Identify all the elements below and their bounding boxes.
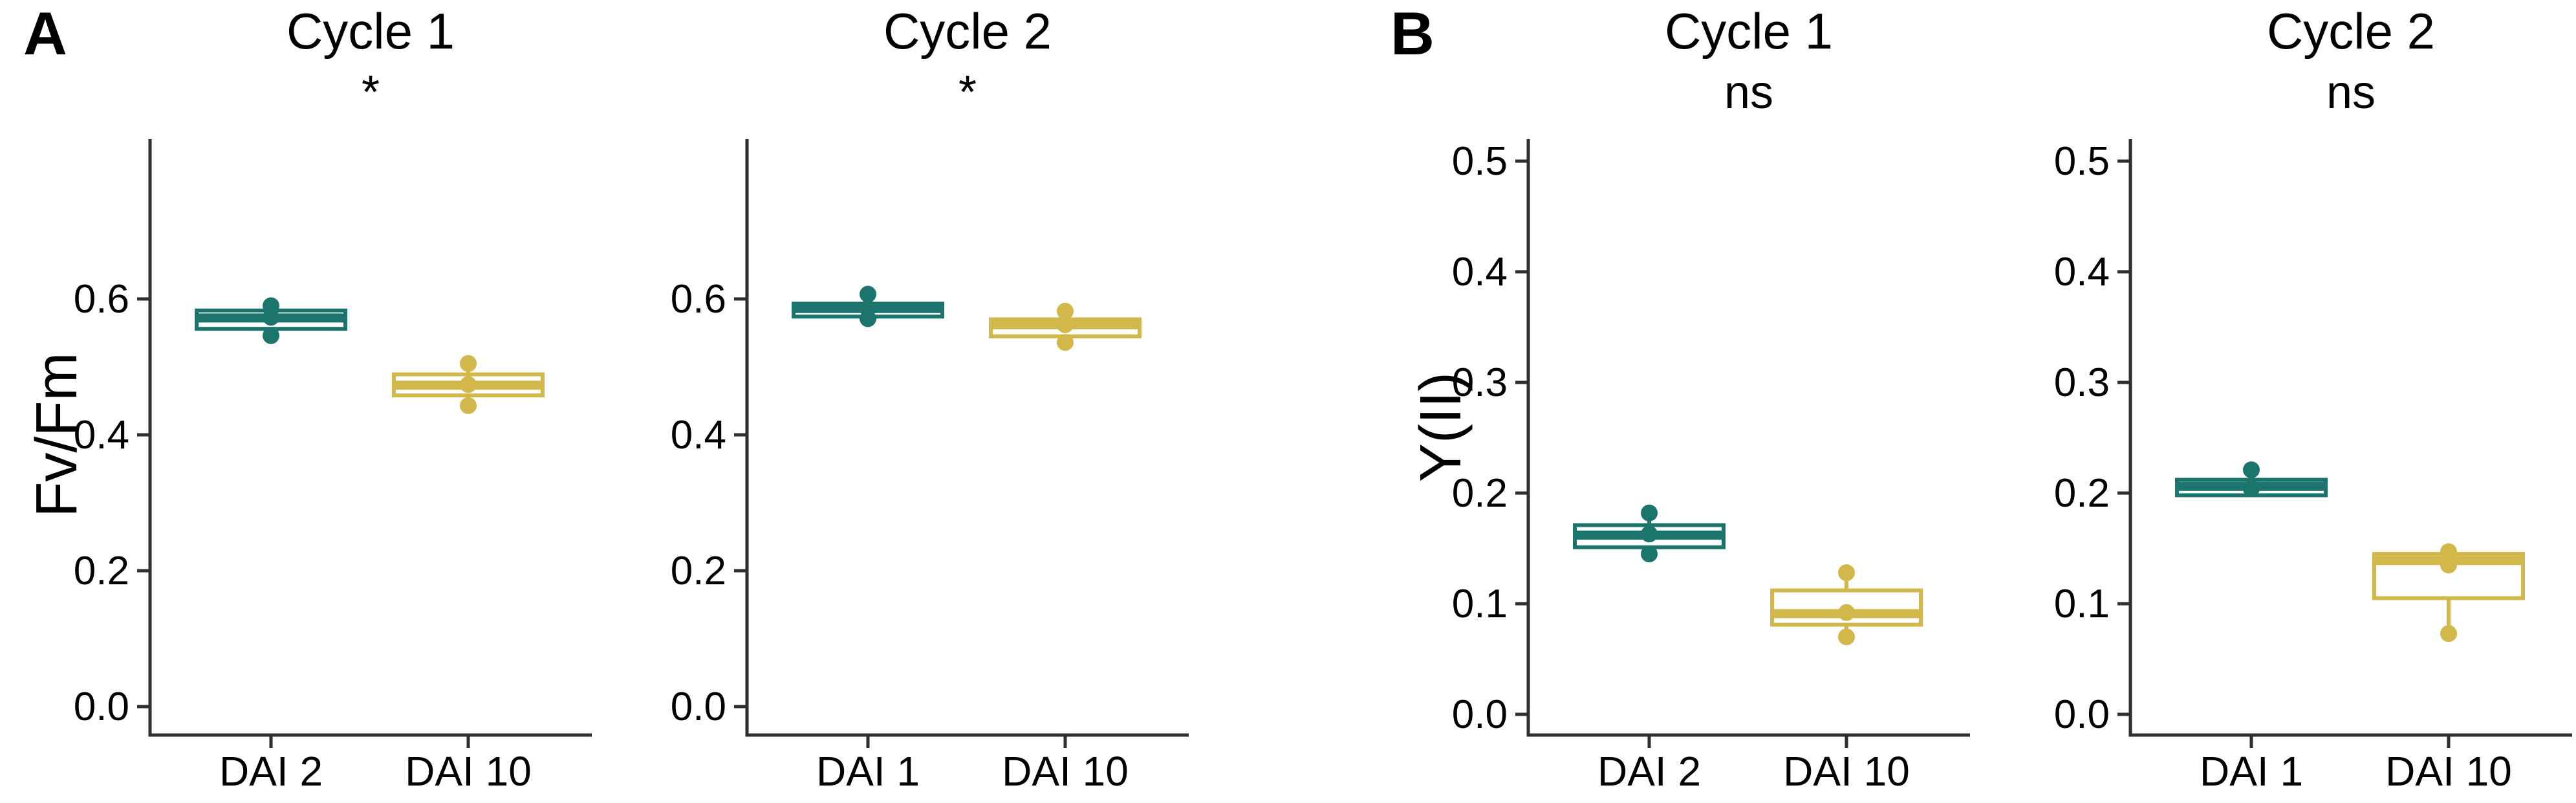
y-tick-label: 0.4	[1452, 250, 1508, 294]
data-point	[460, 397, 477, 414]
data-point	[263, 297, 279, 314]
panel-a-label: A	[23, 0, 67, 67]
data-point	[1838, 628, 1855, 646]
data-point	[1641, 504, 1658, 522]
y-tick-label: 0.4	[671, 413, 726, 457]
y-tick-label: 0.3	[2054, 360, 2110, 405]
subplot-a1-significance: *	[361, 67, 380, 118]
y-tick-label: 0.1	[2054, 582, 2110, 626]
panel-b-y-axis-label: Y(II)	[1409, 372, 1473, 482]
y-tick-label: 0.4	[2054, 250, 2110, 294]
data-point	[2440, 556, 2457, 574]
y-tick-label: 0.2	[671, 549, 726, 593]
y-tick-label: 0.6	[74, 277, 129, 322]
data-point	[860, 310, 876, 327]
y-tick-label: 0.4	[74, 413, 129, 457]
data-point	[263, 309, 279, 326]
data-point	[263, 327, 279, 344]
y-tick-label: 0.1	[1452, 582, 1508, 626]
subplot-b2: 0.0 0.1 0.2 0.3 0.4 0.5 DAI 1 DAI 10	[2054, 139, 2572, 795]
data-point	[2243, 480, 2260, 498]
x-tick-label: DAI 2	[219, 748, 323, 795]
boxplot-dai-10	[392, 355, 545, 414]
x-tick-label: DAI 10	[1783, 748, 1910, 795]
x-tick-label: DAI 2	[1597, 748, 1701, 795]
y-tick-label: 0.0	[74, 685, 129, 729]
x-tick-label: DAI 1	[816, 748, 920, 795]
subplot-b1-title: Cycle 1	[1664, 3, 1834, 60]
data-point	[2440, 543, 2457, 560]
subplot-b2-title: Cycle 2	[2266, 3, 2436, 60]
subplot-b1-significance: ns	[1724, 67, 1774, 118]
panel-a-y-axis-label: Fv/Fm	[25, 352, 89, 518]
boxplot-dai-2	[1573, 504, 1726, 563]
boxplot-dai-2	[195, 297, 347, 344]
data-point	[1838, 604, 1855, 621]
boxplot-dai-1	[2175, 461, 2328, 498]
y-tick-label: 0.5	[2054, 139, 2110, 184]
data-point	[460, 376, 477, 393]
data-point	[1057, 334, 1074, 351]
data-point	[1641, 525, 1658, 543]
y-tick-label: 0.0	[2054, 692, 2110, 737]
y-tick-label: 0.2	[1452, 471, 1508, 516]
data-point	[2243, 461, 2260, 479]
data-point	[1838, 564, 1855, 582]
y-tick-label: 0.3	[1452, 360, 1508, 405]
y-tick-label: 0.6	[671, 277, 726, 322]
panel-b-label: B	[1391, 0, 1434, 67]
subplot-a1: 0.0 0.2 0.4 0.6 DAI 2 DAI 10	[74, 139, 592, 795]
subplot-b2-significance: ns	[2326, 67, 2376, 118]
y-tick-label: 0.0	[671, 685, 726, 729]
x-tick-label: DAI 10	[2385, 748, 2512, 795]
x-tick-label: DAI 1	[2200, 748, 2303, 795]
data-point	[1057, 316, 1074, 333]
boxplot-dai-10	[1770, 564, 1923, 646]
subplot-b1: 0.0 0.1 0.2 0.3 0.4 0.5 DAI 2 DAI 10	[1452, 139, 1970, 795]
data-point	[860, 285, 876, 303]
data-point	[2440, 625, 2457, 643]
y-tick-label: 0.0	[1452, 692, 1508, 737]
subplot-a1-title: Cycle 1	[286, 3, 455, 60]
y-tick-label: 0.5	[1452, 139, 1508, 184]
y-tick-label: 0.2	[2054, 471, 2110, 516]
boxplot-dai-1	[792, 285, 944, 327]
data-point	[460, 355, 477, 372]
subplot-a2-significance: *	[958, 67, 977, 118]
subplot-a2: 0.0 0.2 0.4 0.6 DAI 1 DAI 10	[671, 139, 1189, 795]
x-tick-label: DAI 10	[405, 748, 532, 795]
data-point	[1641, 545, 1658, 563]
x-tick-label: DAI 10	[1002, 748, 1129, 795]
subplot-a2-title: Cycle 2	[883, 3, 1052, 60]
data-point	[1057, 302, 1074, 320]
boxplot-dai-10	[2372, 543, 2525, 643]
y-tick-label: 0.2	[74, 549, 129, 593]
boxplot-dai-10	[989, 302, 1142, 351]
